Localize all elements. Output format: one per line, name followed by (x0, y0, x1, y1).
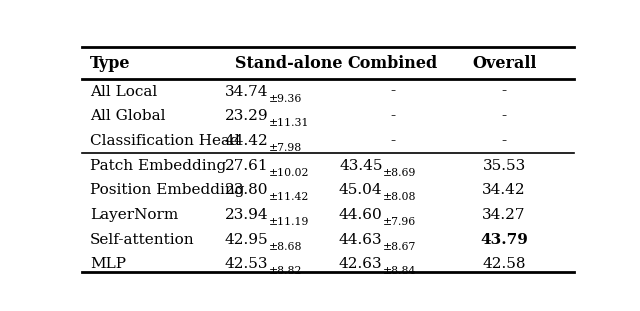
Text: -: - (390, 109, 395, 123)
Text: 44.63: 44.63 (339, 233, 383, 247)
Text: Type: Type (90, 54, 131, 72)
Text: Stand-alone: Stand-alone (235, 54, 342, 72)
Text: 44.42: 44.42 (225, 134, 269, 148)
Text: Self-attention: Self-attention (90, 233, 195, 247)
Text: -: - (502, 109, 507, 123)
Text: ±11.19: ±11.19 (269, 217, 309, 227)
Text: ±8.67: ±8.67 (383, 242, 416, 252)
Text: ±11.31: ±11.31 (269, 118, 309, 128)
Text: 34.74: 34.74 (225, 85, 269, 99)
Text: 42.58: 42.58 (483, 257, 526, 271)
Text: 23.94: 23.94 (225, 208, 269, 222)
Text: ±11.42: ±11.42 (269, 193, 309, 202)
Text: 23.29: 23.29 (225, 109, 269, 123)
Text: -: - (502, 85, 507, 99)
Text: Position Embedding: Position Embedding (90, 183, 244, 197)
Text: -: - (390, 85, 395, 99)
Text: 45.04: 45.04 (339, 183, 383, 197)
Text: ±8.69: ±8.69 (383, 168, 416, 178)
Text: 43.45: 43.45 (339, 159, 383, 173)
Text: -: - (390, 134, 395, 148)
Text: All Local: All Local (90, 85, 157, 99)
Text: 34.27: 34.27 (483, 208, 526, 222)
Text: ±9.36: ±9.36 (269, 94, 302, 104)
Text: Patch Embedding: Patch Embedding (90, 159, 226, 173)
Text: ±10.02: ±10.02 (269, 168, 309, 178)
Text: ±8.82: ±8.82 (269, 267, 302, 276)
Text: ±8.08: ±8.08 (383, 193, 416, 202)
Text: Combined: Combined (348, 54, 438, 72)
Text: LayerNorm: LayerNorm (90, 208, 178, 222)
Text: 23.80: 23.80 (225, 183, 269, 197)
Text: 27.61: 27.61 (225, 159, 269, 173)
Text: ±7.96: ±7.96 (383, 217, 416, 227)
Text: ±8.68: ±8.68 (269, 242, 302, 252)
Text: 42.63: 42.63 (339, 257, 383, 271)
Text: -: - (502, 134, 507, 148)
Text: 42.53: 42.53 (225, 257, 269, 271)
Text: All Global: All Global (90, 109, 165, 123)
Text: 34.42: 34.42 (483, 183, 526, 197)
Text: 44.60: 44.60 (339, 208, 383, 222)
Text: 43.79: 43.79 (480, 233, 528, 247)
Text: Overall: Overall (472, 54, 536, 72)
Text: ±8.84: ±8.84 (383, 267, 416, 276)
Text: 42.95: 42.95 (225, 233, 269, 247)
Text: ±7.98: ±7.98 (269, 143, 301, 153)
Text: Classification Head: Classification Head (90, 134, 239, 148)
Text: MLP: MLP (90, 257, 126, 271)
Text: 35.53: 35.53 (483, 159, 525, 173)
